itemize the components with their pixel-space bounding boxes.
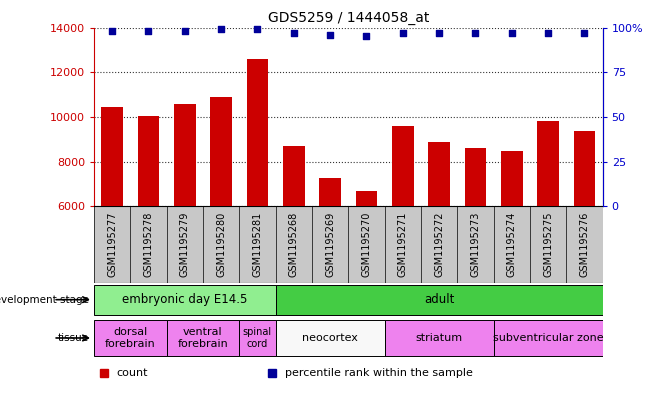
Bar — [501, 151, 523, 340]
Bar — [385, 320, 494, 356]
Point — [470, 30, 481, 36]
Text: GSM1195280: GSM1195280 — [216, 212, 226, 277]
Text: GSM1195273: GSM1195273 — [470, 212, 480, 277]
Point — [434, 30, 445, 36]
Bar — [465, 148, 487, 340]
Text: GSM1195278: GSM1195278 — [143, 212, 154, 277]
Point — [398, 30, 408, 36]
Text: GSM1195279: GSM1195279 — [179, 212, 190, 277]
Text: GSM1195272: GSM1195272 — [434, 212, 444, 277]
Point — [543, 30, 553, 36]
Text: dorsal
forebrain: dorsal forebrain — [105, 327, 156, 349]
Text: GSM1195276: GSM1195276 — [579, 212, 590, 277]
Text: neocortex: neocortex — [302, 333, 358, 343]
Bar — [167, 320, 239, 356]
Point — [179, 28, 190, 34]
Point — [216, 26, 226, 33]
Bar — [275, 320, 385, 356]
Text: striatum: striatum — [415, 333, 463, 343]
Bar — [392, 126, 413, 340]
Bar — [356, 191, 377, 340]
Bar — [283, 146, 305, 340]
Bar — [94, 320, 167, 356]
Bar — [101, 107, 123, 340]
Text: GSM1195271: GSM1195271 — [398, 212, 408, 277]
Bar — [428, 141, 450, 340]
Bar — [246, 59, 268, 340]
Text: subventricular zone: subventricular zone — [493, 333, 603, 343]
Point — [579, 30, 590, 36]
Bar — [239, 320, 275, 356]
Point — [288, 30, 299, 36]
Text: count: count — [117, 368, 148, 378]
Text: ventral
forebrain: ventral forebrain — [178, 327, 228, 349]
Bar — [573, 131, 596, 340]
Text: GSM1195269: GSM1195269 — [325, 212, 335, 277]
Text: GSM1195275: GSM1195275 — [543, 212, 553, 277]
Text: GSM1195274: GSM1195274 — [507, 212, 517, 277]
Text: development stage: development stage — [0, 295, 89, 305]
Bar — [210, 97, 232, 340]
Bar — [137, 116, 159, 340]
Bar — [174, 103, 196, 340]
Point — [507, 30, 517, 36]
Title: GDS5259 / 1444058_at: GDS5259 / 1444058_at — [268, 11, 429, 25]
Bar — [94, 285, 275, 315]
Point — [325, 31, 335, 38]
Point — [143, 28, 154, 34]
Text: adult: adult — [424, 293, 454, 306]
Text: GSM1195270: GSM1195270 — [362, 212, 371, 277]
Text: spinal
cord: spinal cord — [243, 327, 272, 349]
Bar — [494, 320, 603, 356]
Point — [252, 26, 262, 33]
Bar — [319, 178, 341, 340]
Text: tissue: tissue — [58, 333, 89, 343]
Text: GSM1195268: GSM1195268 — [289, 212, 299, 277]
Text: GSM1195277: GSM1195277 — [107, 212, 117, 277]
Point — [107, 28, 117, 34]
Text: embryonic day E14.5: embryonic day E14.5 — [122, 293, 248, 306]
Text: GSM1195281: GSM1195281 — [253, 212, 262, 277]
Bar — [537, 121, 559, 340]
Point — [362, 33, 372, 40]
Bar — [275, 285, 603, 315]
Text: percentile rank within the sample: percentile rank within the sample — [284, 368, 472, 378]
